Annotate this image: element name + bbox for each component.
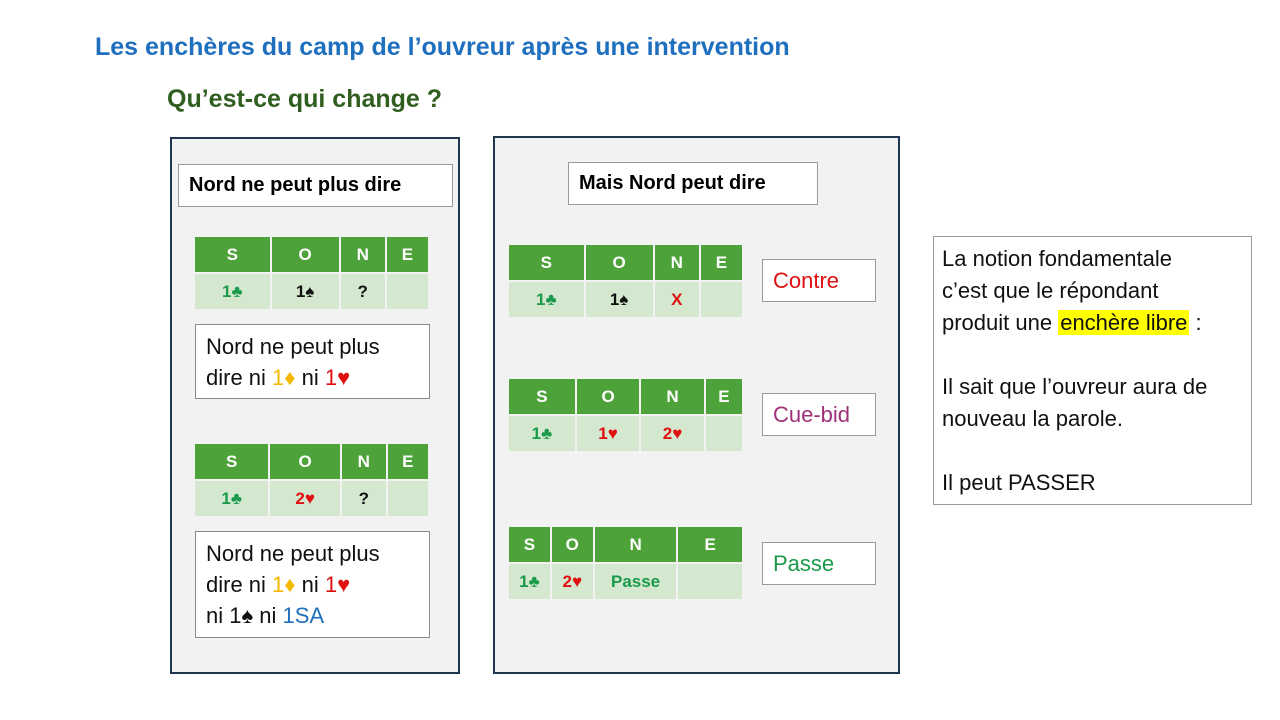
bid-north: ?: [340, 274, 385, 309]
bid-north: ?: [341, 481, 386, 516]
diamond-bid: 1♦: [272, 365, 296, 390]
note-line: dire ni 1♦ ni 1♥: [206, 365, 351, 390]
bidding-table-left-1: S O N E 1♣ 1♠ ?: [193, 235, 430, 311]
heart-bid: 1♥: [324, 365, 351, 390]
bid-east: [678, 564, 742, 599]
info-line: c’est que le répondant: [942, 278, 1159, 303]
info-line: nouveau la parole.: [942, 406, 1124, 431]
bid-west: 2♥: [270, 481, 340, 516]
bid-west: 2♥: [551, 564, 593, 599]
note-line: Nord ne peut plus: [206, 334, 380, 359]
label-cue-bid: Cue-bid: [762, 393, 876, 436]
col-o: O: [576, 379, 640, 414]
table-row: 1♣ 1♠ X: [509, 282, 742, 317]
label-contre-text: Contre: [773, 267, 840, 293]
bid-east: [386, 274, 428, 309]
col-s: S: [195, 237, 270, 272]
table-header-row: S O N E: [195, 237, 428, 272]
bidding-table-right-2: S O N E 1♣ 1♥ 2♥: [507, 377, 744, 453]
label-contre: Contre: [762, 259, 876, 302]
left-note-1: Nord ne peut plus dire ni 1♦ ni 1♥: [195, 324, 430, 399]
col-s: S: [509, 379, 575, 414]
bid-south: 1♣: [195, 274, 270, 309]
bid-south: 1♣: [509, 282, 584, 317]
table-row: 1♣ 1♠ ?: [195, 274, 428, 309]
page-subtitle: Qu’est-ce qui change ?: [167, 85, 443, 113]
table-header-row: S O N E: [509, 379, 742, 414]
table-row: 1♣ 1♥ 2♥: [509, 416, 742, 451]
table-header-row: S O N E: [509, 527, 742, 562]
bidding-table-right-1: S O N E 1♣ 1♠ X: [507, 243, 744, 319]
col-o: O: [270, 444, 340, 479]
label-cue-bid-text: Cue-bid: [773, 401, 851, 427]
col-n: N: [340, 237, 385, 272]
info-line: produit une enchère libre :: [942, 310, 1202, 335]
label-passe: Passe: [762, 542, 876, 585]
col-n: N: [654, 245, 699, 280]
left-note-2: Nord ne peut plus dire ni 1♦ ni 1♥ ni 1♠…: [195, 531, 430, 638]
right-heading: Mais Nord peut dire: [568, 162, 818, 205]
col-n: N: [594, 527, 677, 562]
col-o: O: [551, 527, 593, 562]
diamond-bid: 1♦: [272, 572, 296, 597]
col-n: N: [641, 379, 704, 414]
bid-east: [387, 481, 428, 516]
no-trump-bid: 1SA: [282, 603, 325, 628]
info-line: Il peut PASSER: [942, 470, 1096, 495]
bid-west: 1♠: [271, 274, 339, 309]
col-s: S: [509, 245, 584, 280]
label-passe-text: Passe: [773, 550, 835, 576]
bid-east: [700, 282, 742, 317]
bid-west: 1♠: [585, 282, 653, 317]
heart-bid: 1♥: [324, 572, 351, 597]
col-s: S: [195, 444, 269, 479]
table-row: 1♣ 2♥ ?: [195, 481, 428, 516]
bid-west: 1♥: [576, 416, 640, 451]
left-heading: Nord ne peut plus dire: [178, 164, 453, 207]
bid-north: 2♥: [641, 416, 704, 451]
table-row: 1♣ 2♥ Passe: [509, 564, 742, 599]
col-e: E: [387, 444, 428, 479]
bid-south: 1♣: [509, 564, 550, 599]
col-e: E: [705, 379, 742, 414]
col-e: E: [678, 527, 742, 562]
highlighted-term: enchère libre: [1058, 310, 1190, 335]
info-line: La notion fondamentale: [942, 246, 1172, 271]
page-title: Les enchères du camp de l’ouvreur après …: [95, 33, 790, 61]
col-e: E: [700, 245, 742, 280]
table-header-row: S O N E: [195, 444, 428, 479]
bid-south: 1♣: [509, 416, 575, 451]
right-heading-text: Mais Nord peut dire: [579, 172, 766, 194]
col-e: E: [386, 237, 428, 272]
note-line: ni 1♠ ni 1SA: [206, 603, 325, 628]
spade-bid: 1♠: [229, 603, 254, 628]
note-line: Nord ne peut plus: [206, 541, 380, 566]
info-box: La notion fondamentale c’est que le répo…: [933, 236, 1252, 505]
table-header-row: S O N E: [509, 245, 742, 280]
bid-south: 1♣: [195, 481, 269, 516]
bidding-table-left-2: S O N E 1♣ 2♥ ?: [193, 442, 430, 518]
note-line: dire ni 1♦ ni 1♥: [206, 572, 351, 597]
bidding-table-right-3: S O N E 1♣ 2♥ Passe: [507, 525, 744, 601]
info-line: Il sait que l’ouvreur aura de: [942, 374, 1208, 399]
bid-north: Passe: [594, 564, 677, 599]
bid-north: X: [654, 282, 699, 317]
col-o: O: [585, 245, 653, 280]
col-s: S: [509, 527, 550, 562]
col-n: N: [341, 444, 386, 479]
left-heading-text: Nord ne peut plus dire: [189, 174, 402, 196]
bid-east: [705, 416, 742, 451]
col-o: O: [271, 237, 339, 272]
